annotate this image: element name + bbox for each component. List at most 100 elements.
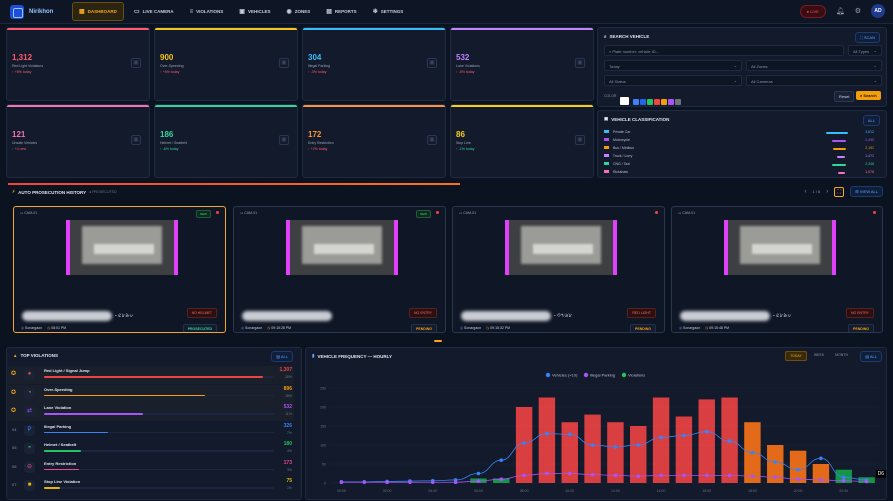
classification-bar bbox=[833, 148, 847, 150]
tab-today[interactable]: TODAY bbox=[785, 351, 807, 361]
frequency-all-label: ALL bbox=[869, 354, 877, 359]
carousel-indicator[interactable] bbox=[434, 340, 442, 342]
x-tick-label: 18:00 bbox=[748, 489, 757, 493]
prosecution-card[interactable]: ▭ CAM-01 -৫৮৯০ NO ENTRY ◎ Sonargaon ◷ 09… bbox=[671, 206, 883, 333]
zone-value: Sonargaon bbox=[245, 326, 263, 330]
classification-all-button[interactable]: ALL bbox=[862, 115, 880, 126]
date-select[interactable]: Today ⌄ bbox=[604, 60, 742, 71]
color-swatch[interactable] bbox=[620, 97, 629, 105]
prosecution-card[interactable]: ▭ CAM-01 -৩৭৬৮ RED LIGHT ◎ Sonargaon ◷ 0… bbox=[452, 206, 665, 333]
no-entry-icon: ⊖ bbox=[24, 461, 35, 473]
tab-month[interactable]: MONTH bbox=[835, 353, 848, 357]
dashboard-icon: ▦ bbox=[79, 9, 85, 15]
violation-row[interactable]: ✪ ● Red Light / Signal Jump 1,307 26% bbox=[8, 366, 294, 384]
prosecution-card[interactable]: ▭ CAM-01 NEW -৫৮৯০ NO HELMET ◎ Sonargaon… bbox=[13, 206, 226, 333]
violation-percent: 4% bbox=[286, 449, 292, 453]
legend-marker bbox=[545, 372, 551, 378]
stat-card[interactable]: 1,312 Red Light Violations ↑ +8% today ▣ bbox=[6, 27, 150, 101]
stat-card[interactable]: 532 Lane Violations ↑ -5% today ▣ bbox=[450, 27, 594, 101]
blurred-plate-number bbox=[242, 311, 332, 321]
violation-fill bbox=[44, 450, 81, 452]
reset-button[interactable]: Reset bbox=[834, 91, 855, 102]
bell-icon[interactable]: 🔔︎ bbox=[835, 8, 845, 15]
prosecution-pagination: ‹ 1 / 8 › ⛶ ⊞ VIEW ALL bbox=[804, 186, 883, 197]
card-meta: ◎ Sonargaon ◷ 09:15:28 PM bbox=[241, 326, 291, 330]
stat-icon: ▣ bbox=[575, 135, 585, 145]
vehicle-type-icon bbox=[604, 138, 609, 141]
settings-icon[interactable]: ⚙ bbox=[854, 8, 861, 15]
prosecution-card[interactable]: ▭ CAM-01 NEW NO ENTRY ◎ Sonargaon ◷ 09:1… bbox=[233, 206, 446, 333]
series-point bbox=[545, 471, 549, 476]
expand-icon[interactable]: ⛶ bbox=[834, 186, 845, 197]
stat-card[interactable]: 304 Illegal Parking ↑ -3% today ▣ bbox=[302, 27, 446, 101]
stat-card[interactable]: 172 Entry Restriction ↑ +2% today ▣ bbox=[302, 104, 446, 178]
stat-trend: ↑ -5% today bbox=[456, 70, 475, 74]
series-point bbox=[476, 479, 481, 483]
stat-card[interactable]: 900 Over-Speeding ↑ +5% today ▣ bbox=[154, 27, 298, 101]
status-select[interactable]: All Status ⌄ bbox=[604, 75, 742, 86]
time-value: 09:15:32 PM bbox=[490, 326, 511, 330]
camera-label: ▭ CAM-01 bbox=[678, 211, 696, 215]
nav-reports[interactable]: ▤ REPORTS bbox=[320, 2, 362, 21]
color-swatch[interactable] bbox=[661, 99, 667, 105]
stat-card[interactable]: 186 Helmet / Seatbelt ↑ -6% today ▣ bbox=[154, 104, 298, 178]
color-swatch[interactable] bbox=[633, 99, 639, 105]
series-point bbox=[636, 443, 641, 447]
color-swatch[interactable] bbox=[675, 99, 681, 105]
avatar[interactable]: AD bbox=[871, 4, 885, 18]
top-violations-header: ▲ TOP VIOLATIONS bbox=[13, 353, 58, 358]
violation-fill bbox=[44, 376, 263, 378]
app-logo[interactable]: Nirikhon bbox=[10, 4, 66, 19]
search-panel-title: SEARCH VEHICLE bbox=[609, 34, 650, 39]
camera-select-value: All Cameras bbox=[751, 79, 773, 84]
nav-zones[interactable]: ◉ ZONES bbox=[280, 2, 316, 21]
plate-image[interactable] bbox=[286, 220, 398, 275]
frequency-bar bbox=[698, 399, 715, 483]
tab-week[interactable]: WEEK bbox=[813, 353, 825, 357]
stat-card[interactable]: 86 Stop Line ↑ -1% today ▣ bbox=[450, 104, 594, 178]
color-swatch[interactable] bbox=[654, 99, 660, 105]
violation-row[interactable]: 06 ⊖ Entry Restriction 173 3% bbox=[8, 459, 294, 477]
nav-settings[interactable]: ✻ SETTINGS bbox=[367, 2, 410, 21]
plate-image[interactable] bbox=[724, 220, 836, 275]
classification-count: 1,076 bbox=[865, 170, 874, 174]
search-button[interactable]: ⌕ Search bbox=[856, 91, 881, 100]
nav-violations[interactable]: ≡ VIOLATIONS bbox=[184, 2, 230, 21]
nav-vehicles[interactable]: ▣ VEHICLES bbox=[233, 2, 276, 21]
scan-button[interactable]: ⛶ SCAN bbox=[854, 32, 880, 43]
view-all-button[interactable]: ⊞ VIEW ALL bbox=[850, 186, 883, 197]
color-swatch[interactable] bbox=[640, 99, 646, 105]
camera-label: ▭ CAM-01 bbox=[240, 211, 258, 215]
series-point bbox=[750, 450, 755, 455]
violation-row[interactable]: 05 ◓ Helmet / Seatbelt 180 4% bbox=[8, 440, 294, 458]
camera-select[interactable]: All Cameras ⌄ bbox=[746, 75, 882, 86]
chevron-left-icon[interactable]: ‹ bbox=[804, 188, 807, 195]
frequency-all-button[interactable]: ▤ ALL bbox=[860, 351, 882, 362]
stat-card[interactable]: 121 Unsafe Vehicles ↑ +4 new ▣ bbox=[6, 104, 150, 178]
violation-row[interactable]: 07 ■ Stop Line Violation 75 1% bbox=[8, 477, 294, 495]
chevron-right-icon[interactable]: › bbox=[826, 188, 829, 195]
nav-live-camera[interactable]: ▭ LIVE CAMERA bbox=[128, 2, 180, 21]
frequency-bar bbox=[515, 407, 533, 483]
y-tick-label: 100 bbox=[320, 444, 326, 448]
color-swatch[interactable] bbox=[668, 99, 674, 105]
location-icon: ◎ bbox=[679, 326, 683, 330]
violation-percent: 26% bbox=[284, 375, 292, 379]
live-badge[interactable]: ● LIVE bbox=[799, 4, 826, 18]
violation-row[interactable]: 04 P Illegal Parking 326 7% bbox=[8, 422, 294, 440]
top-violations-all-label: ALL bbox=[280, 354, 288, 359]
chevron-down-icon: ⌄ bbox=[873, 63, 877, 68]
zone-select[interactable]: All Zones ⌄ bbox=[746, 60, 882, 71]
traffic-light-icon: ● bbox=[24, 369, 35, 380]
chart-icon: ▮ bbox=[312, 353, 315, 358]
y-tick-label: 250 bbox=[320, 387, 326, 391]
plate-search-input[interactable]: ⌕ Plate number, vehicle ID... bbox=[604, 45, 844, 56]
violation-row[interactable]: ✪ ⇄ Lane Violation 532 11% bbox=[8, 403, 294, 421]
plate-image[interactable] bbox=[66, 220, 178, 275]
violation-row[interactable]: ✪ ◔ Over-Speeding 896 18% bbox=[8, 384, 294, 403]
top-violations-all-button[interactable]: ▤ ALL bbox=[271, 351, 293, 362]
nav-dashboard[interactable]: ▦ DASHBOARD bbox=[72, 2, 124, 21]
color-swatch[interactable] bbox=[647, 99, 653, 105]
plate-image[interactable] bbox=[505, 220, 617, 275]
type-select[interactable]: All Types ⌄ bbox=[848, 45, 882, 56]
